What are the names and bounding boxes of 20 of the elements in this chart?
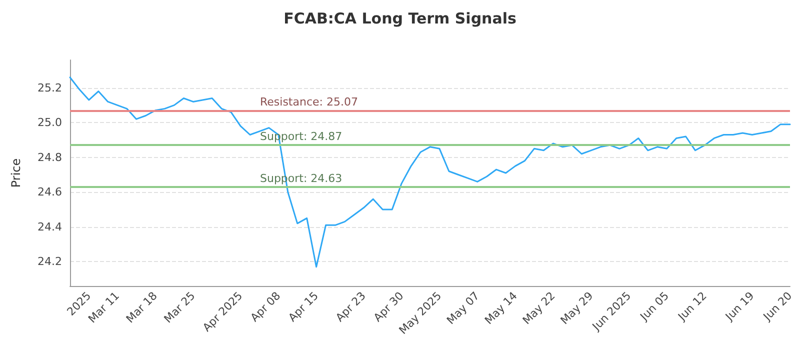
y-tick-label: 24.8 [38,150,62,164]
x-tick-label: Apr 30 [371,289,406,324]
y-tick-label: 24.2 [38,255,62,268]
x-tick-label: Mar 25 [162,289,198,326]
x-tick-label: Apr 15 [286,289,321,324]
x-tick-label: Jun 12 [674,289,710,324]
line-series [69,76,791,268]
y-tick-label: 24.6 [38,186,62,199]
ref-line-label: Resistance: 25.07 [260,95,358,108]
y-axis-title: Price [9,158,23,188]
x-tick-label: Apr 23 [333,289,368,324]
x-tick-label: Jun 19 [722,289,757,324]
x-tick-label: Jun 05 [637,289,672,324]
x-tick-label: Mar 18 [124,289,160,326]
y-tick-label: 25.2 [38,81,62,94]
x-tick-label: Jun 20 [760,289,795,324]
y-tick-label: 24.4 [38,220,62,234]
y-tick-label: 25.0 [38,116,62,130]
x-tick-label: Apr 08 [248,289,284,324]
chart-title: FCAB:CA Long Term Signals [284,10,516,28]
